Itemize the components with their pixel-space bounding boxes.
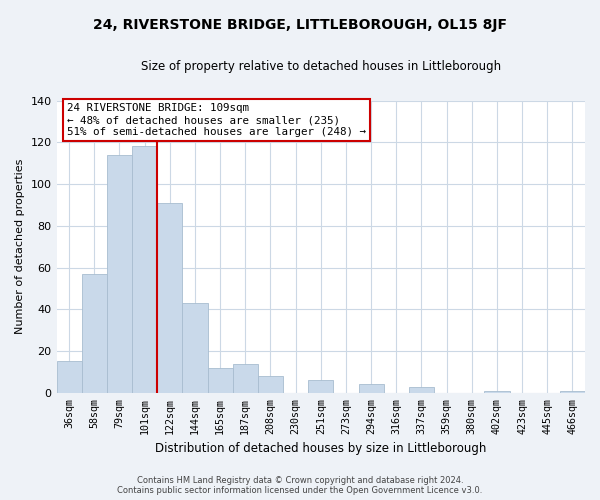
- Bar: [208, 368, 233, 393]
- Bar: [82, 274, 107, 393]
- Bar: [157, 203, 182, 393]
- Bar: [56, 362, 82, 393]
- Bar: [560, 390, 585, 393]
- Bar: [132, 146, 157, 393]
- Bar: [359, 384, 383, 393]
- Bar: [484, 390, 509, 393]
- Title: Size of property relative to detached houses in Littleborough: Size of property relative to detached ho…: [141, 60, 501, 73]
- Y-axis label: Number of detached properties: Number of detached properties: [15, 159, 25, 334]
- Bar: [233, 364, 258, 393]
- Bar: [409, 386, 434, 393]
- X-axis label: Distribution of detached houses by size in Littleborough: Distribution of detached houses by size …: [155, 442, 487, 455]
- Text: 24 RIVERSTONE BRIDGE: 109sqm
← 48% of detached houses are smaller (235)
51% of s: 24 RIVERSTONE BRIDGE: 109sqm ← 48% of de…: [67, 104, 366, 136]
- Text: 24, RIVERSTONE BRIDGE, LITTLEBOROUGH, OL15 8JF: 24, RIVERSTONE BRIDGE, LITTLEBOROUGH, OL…: [93, 18, 507, 32]
- Bar: [182, 303, 208, 393]
- Text: Contains HM Land Registry data © Crown copyright and database right 2024.
Contai: Contains HM Land Registry data © Crown c…: [118, 476, 482, 495]
- Bar: [107, 155, 132, 393]
- Bar: [258, 376, 283, 393]
- Bar: [308, 380, 334, 393]
